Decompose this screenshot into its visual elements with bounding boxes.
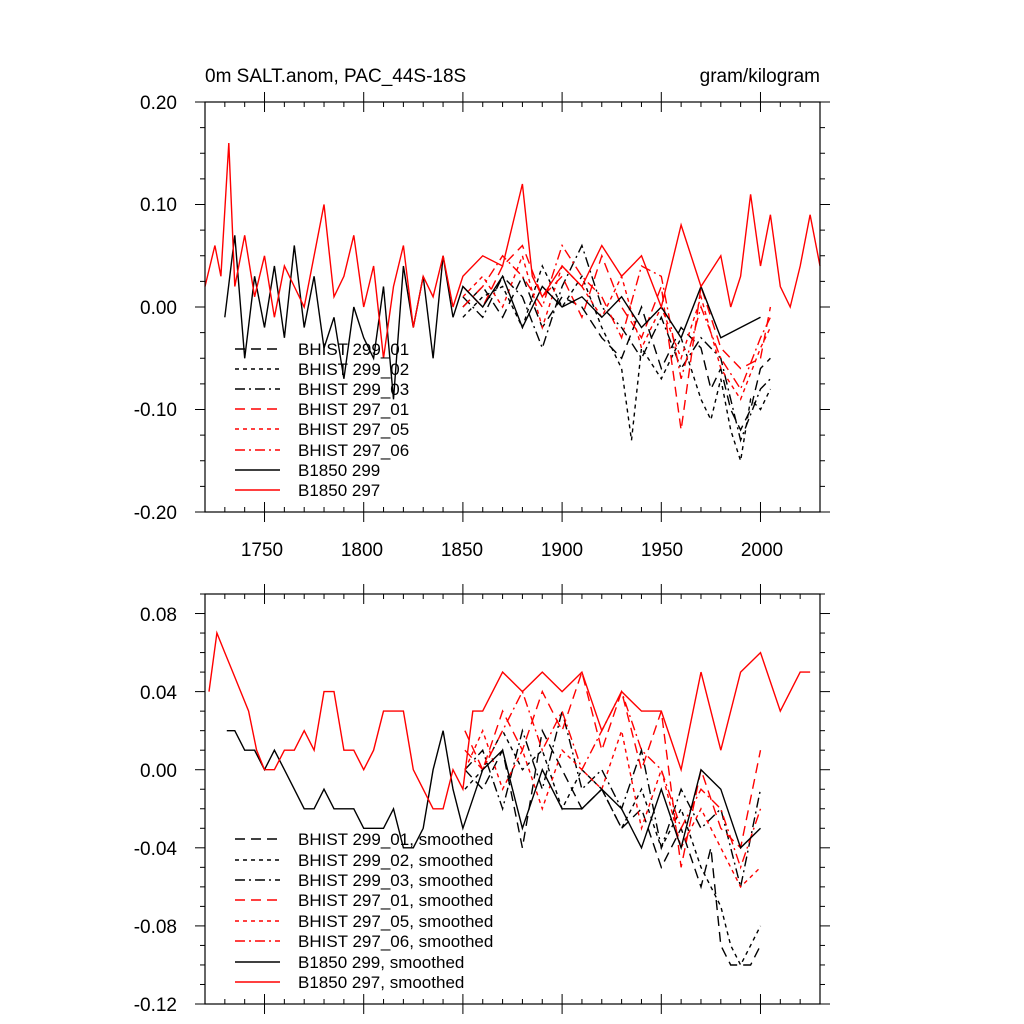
y-tick-label: 0.10 bbox=[140, 195, 177, 216]
legend-label: BHIST 299_01 bbox=[298, 340, 409, 359]
top-series-group bbox=[204, 142, 821, 462]
bottom-legend: BHIST 299_01, smoothed BHIST 299_02, smo… bbox=[235, 830, 493, 992]
top-panel: 0m SALT.anom, PAC_44S-18S gram/kilogram … bbox=[134, 66, 830, 561]
bottom-panel: 0.08 0.04 0.00 -0.04 -0.08 -0.12 BHIST 2… bbox=[134, 584, 830, 1016]
top-legend: BHIST 299_01 BHIST 299_02 BHIST 299_03 B… bbox=[235, 340, 409, 500]
legend-label: BHIST 299_01, smoothed bbox=[298, 830, 493, 849]
x-tick-label: 1900 bbox=[541, 540, 583, 561]
legend-label: BHIST 297_05, smoothed bbox=[298, 912, 493, 931]
bottom-y-tick-labels: 0.08 0.04 0.00 -0.04 -0.08 -0.12 bbox=[134, 605, 178, 1016]
chart-title: 0m SALT.anom, PAC_44S-18S bbox=[205, 66, 466, 87]
legend-label: BHIST 297_06, smoothed bbox=[298, 932, 493, 951]
series-line bbox=[208, 630, 811, 810]
bottom-series-group bbox=[208, 630, 811, 967]
y-tick-label: 0.04 bbox=[140, 683, 177, 704]
y-tick-label: -0.08 bbox=[134, 917, 177, 938]
series-line bbox=[464, 729, 762, 967]
bottom-plot-frame bbox=[204, 593, 821, 1005]
y-tick-label: 0.08 bbox=[140, 605, 177, 626]
y-tick-label: 0.00 bbox=[140, 761, 177, 782]
legend-label: BHIST 299_02, smoothed bbox=[298, 851, 493, 870]
series-line bbox=[204, 142, 821, 359]
legend-label: B1850 297 bbox=[298, 481, 380, 500]
legend-label: BHIST 299_03 bbox=[298, 380, 409, 399]
y-tick-label: 0.00 bbox=[140, 298, 177, 319]
legend-label: BHIST 297_01 bbox=[298, 400, 409, 419]
y-tick-label: -0.04 bbox=[134, 839, 178, 860]
top-x-tick-labels: 1750 1800 1850 1900 1950 2000 bbox=[241, 540, 783, 561]
series-line bbox=[464, 669, 762, 868]
y-tick-label: -0.12 bbox=[134, 995, 177, 1016]
y-tick-label: 0.20 bbox=[140, 93, 177, 114]
x-tick-label: 1950 bbox=[641, 540, 683, 561]
series-line bbox=[464, 728, 762, 966]
x-tick-label: 1800 bbox=[341, 540, 383, 561]
legend-label: B1850 299 bbox=[298, 461, 380, 480]
legend-label: BHIST 297_01, smoothed bbox=[298, 891, 493, 910]
series-line bbox=[462, 243, 772, 391]
series-line bbox=[462, 264, 772, 462]
legend-label: B1850 297, smoothed bbox=[298, 973, 464, 992]
legend-label: BHIST 297_06 bbox=[298, 441, 409, 460]
top-y-tick-labels: 0.20 0.10 0.00 -0.10 -0.20 bbox=[134, 93, 177, 524]
y-tick-label: -0.10 bbox=[134, 400, 177, 421]
y-tick-label: -0.20 bbox=[134, 503, 177, 524]
series-line bbox=[464, 728, 761, 889]
x-tick-label: 1750 bbox=[241, 540, 283, 561]
series-line bbox=[462, 243, 771, 443]
units-label: gram/kilogram bbox=[700, 66, 820, 87]
legend-label: BHIST 297_05 bbox=[298, 420, 409, 439]
series-line bbox=[462, 244, 772, 431]
legend-label: B1850 299, smoothed bbox=[298, 953, 464, 972]
legend-label: BHIST 299_03, smoothed bbox=[298, 871, 493, 890]
series-line bbox=[226, 730, 761, 851]
legend-label: BHIST 299_02 bbox=[298, 360, 409, 379]
bottom-ticks bbox=[195, 584, 830, 1014]
x-tick-label: 2000 bbox=[741, 540, 783, 561]
x-tick-label: 1850 bbox=[441, 540, 483, 561]
series-line bbox=[464, 710, 762, 888]
top-ticks bbox=[195, 92, 830, 522]
